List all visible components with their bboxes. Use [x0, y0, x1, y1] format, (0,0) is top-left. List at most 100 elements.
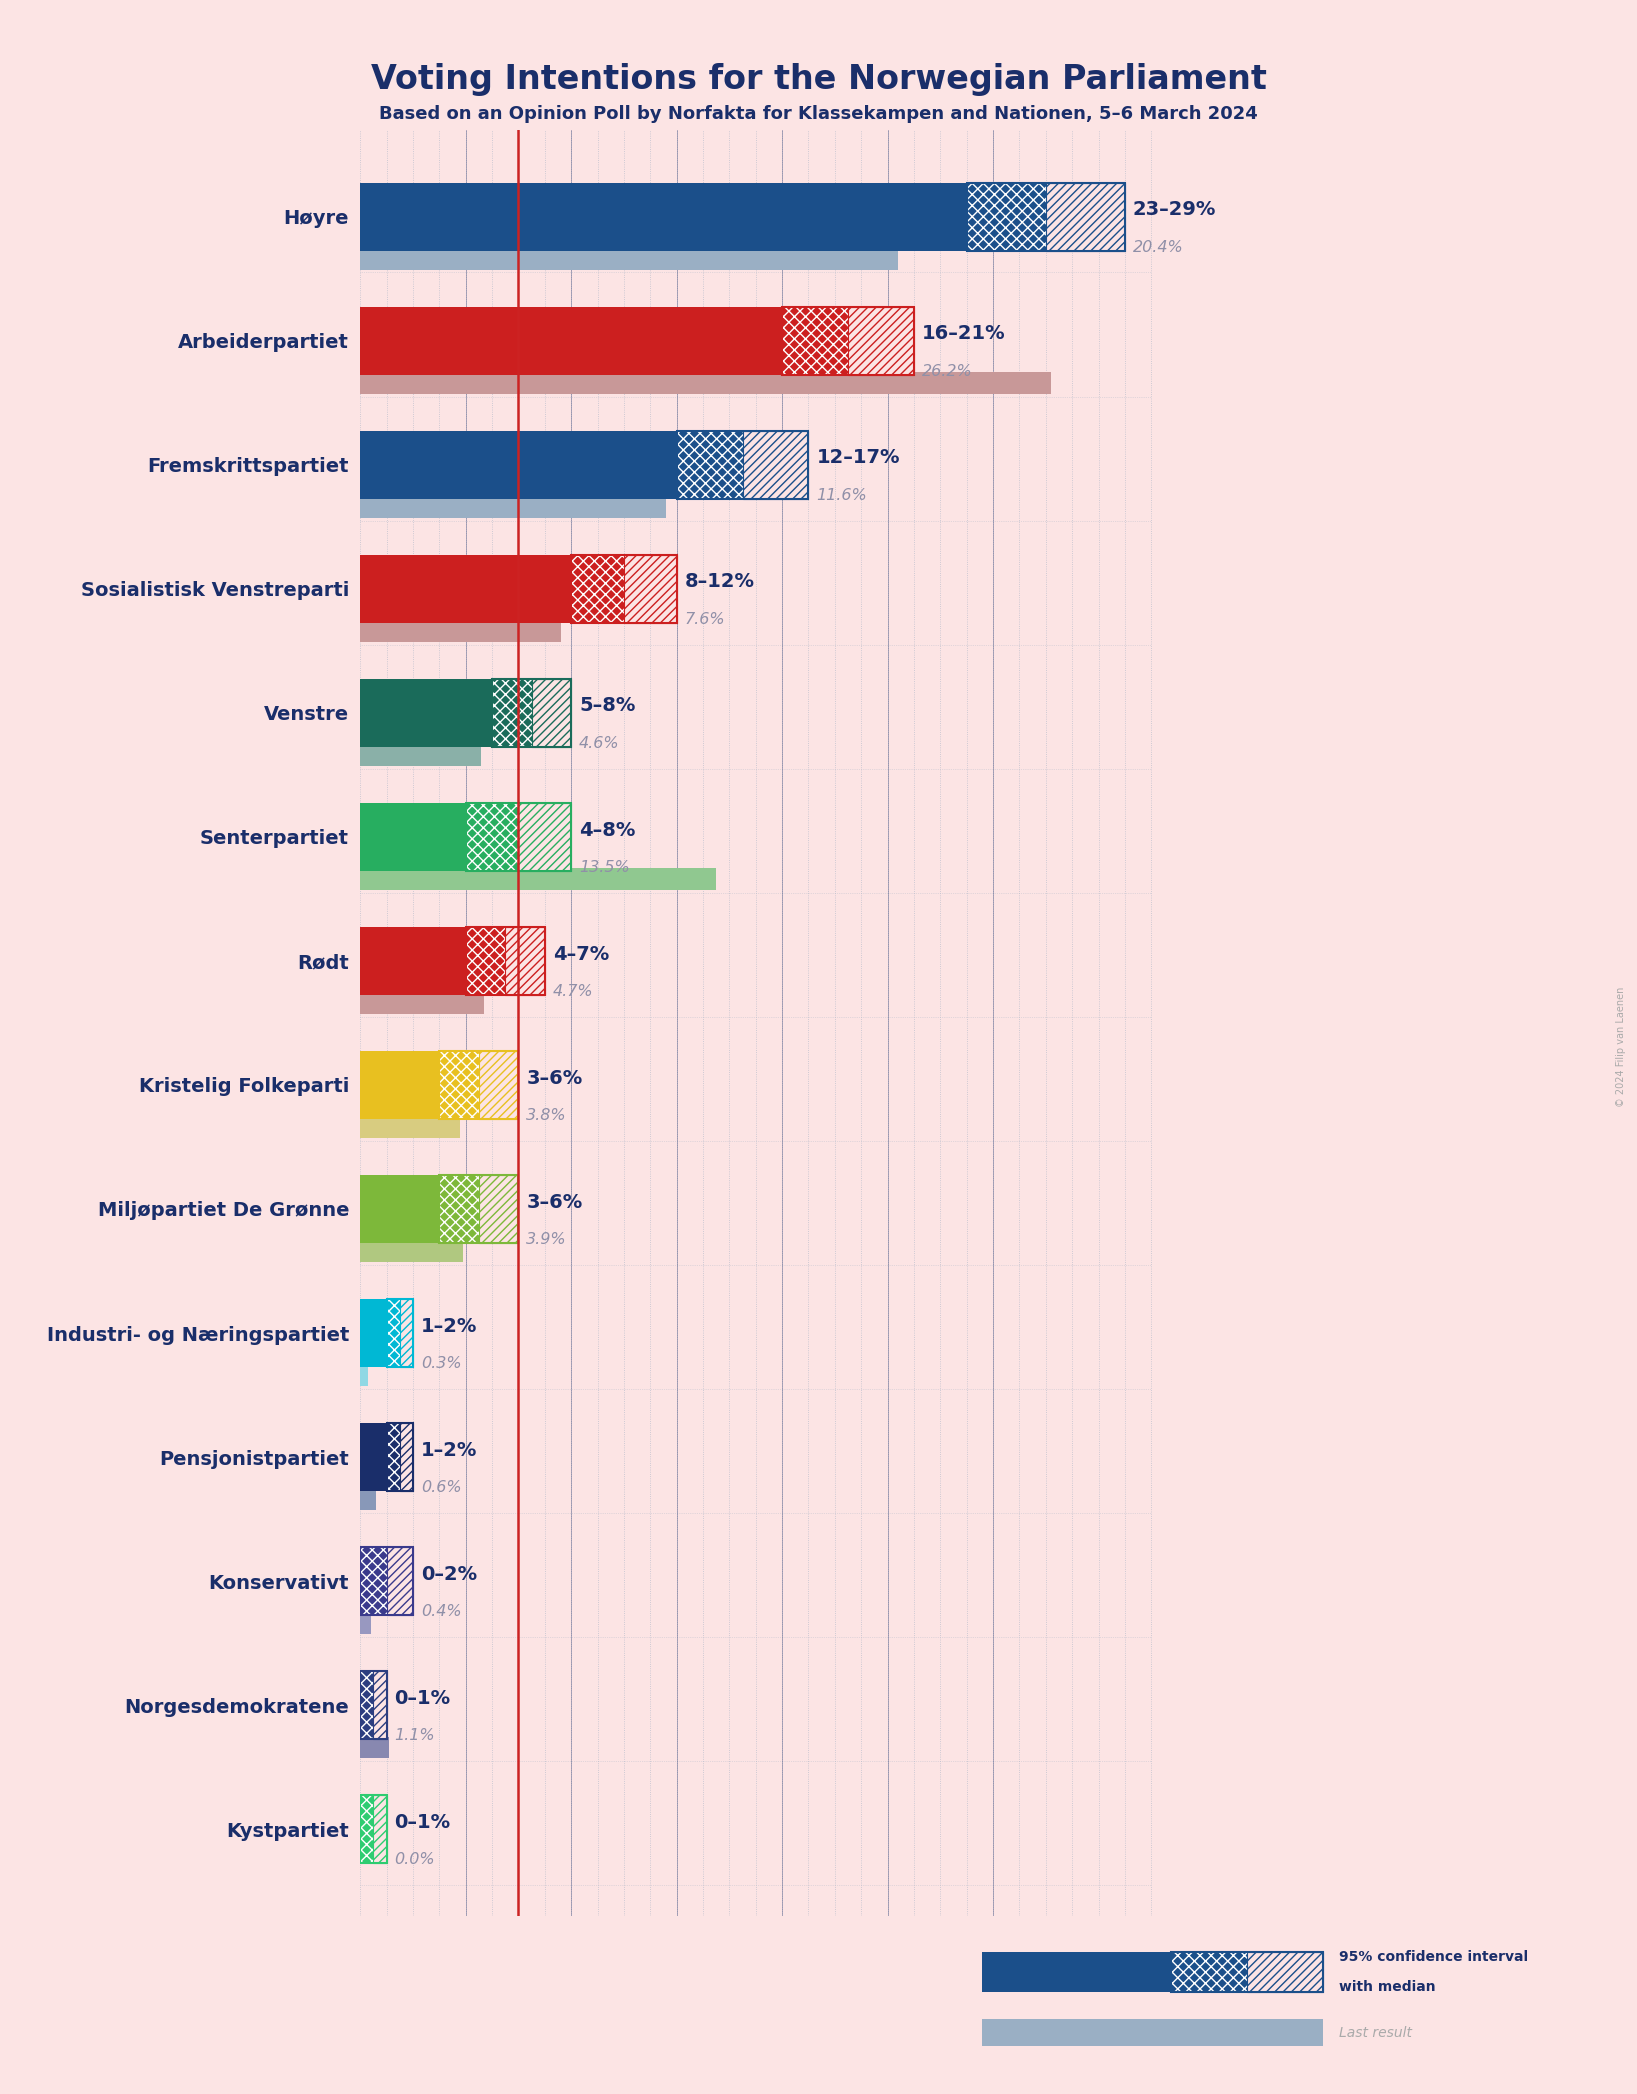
- Text: 1–2%: 1–2%: [421, 1317, 476, 1336]
- Bar: [465, 928, 506, 995]
- Text: 0–1%: 0–1%: [395, 1813, 450, 1832]
- Text: 3–6%: 3–6%: [525, 1194, 583, 1212]
- Text: 3.9%: 3.9%: [525, 1231, 566, 1248]
- Text: 12–17%: 12–17%: [817, 448, 900, 467]
- Bar: [386, 1298, 399, 1367]
- Text: 0.3%: 0.3%: [421, 1357, 462, 1372]
- Bar: [360, 993, 485, 1013]
- Bar: [360, 1116, 460, 1139]
- Text: 1.1%: 1.1%: [395, 1728, 435, 1744]
- Bar: [439, 1175, 519, 1244]
- Bar: [624, 555, 676, 622]
- Bar: [676, 431, 809, 498]
- Bar: [360, 431, 676, 498]
- Bar: [360, 620, 560, 643]
- Bar: [982, 1952, 1170, 1991]
- Bar: [1247, 1952, 1323, 1991]
- Bar: [571, 555, 624, 622]
- Bar: [386, 1547, 413, 1614]
- Bar: [967, 182, 1125, 251]
- Bar: [465, 802, 519, 871]
- Text: 13.5%: 13.5%: [579, 861, 630, 875]
- Text: 8–12%: 8–12%: [684, 572, 755, 591]
- Text: 23–29%: 23–29%: [1133, 201, 1216, 220]
- Text: 7.6%: 7.6%: [684, 611, 725, 626]
- Bar: [360, 1240, 463, 1263]
- Bar: [571, 555, 676, 622]
- Bar: [782, 306, 913, 375]
- Bar: [399, 1298, 413, 1367]
- Bar: [676, 431, 743, 498]
- Bar: [360, 1489, 377, 1510]
- Text: 95% confidence interval: 95% confidence interval: [1339, 1950, 1527, 1964]
- Bar: [386, 1424, 413, 1491]
- Bar: [848, 306, 913, 375]
- Bar: [519, 802, 571, 871]
- Bar: [386, 1298, 413, 1367]
- Bar: [532, 678, 571, 748]
- Text: 0.0%: 0.0%: [395, 1853, 435, 1868]
- Bar: [465, 928, 545, 995]
- Bar: [360, 1736, 390, 1759]
- Text: 0–2%: 0–2%: [421, 1564, 476, 1583]
- Bar: [373, 1671, 386, 1740]
- Text: 0.4%: 0.4%: [421, 1604, 462, 1619]
- Bar: [478, 1175, 519, 1244]
- Bar: [360, 1051, 439, 1118]
- Text: 3–6%: 3–6%: [525, 1068, 583, 1087]
- Text: 4–8%: 4–8%: [579, 821, 635, 840]
- Bar: [360, 182, 967, 251]
- Bar: [399, 1424, 413, 1491]
- Text: 16–21%: 16–21%: [922, 325, 1005, 343]
- Bar: [1170, 1952, 1323, 1991]
- Bar: [360, 1795, 373, 1864]
- Bar: [360, 247, 899, 270]
- Bar: [360, 802, 465, 871]
- Text: 3.8%: 3.8%: [525, 1108, 566, 1122]
- Text: 0–1%: 0–1%: [395, 1690, 450, 1709]
- Bar: [360, 306, 782, 375]
- Bar: [478, 1051, 519, 1118]
- Text: Voting Intentions for the Norwegian Parliament: Voting Intentions for the Norwegian Parl…: [370, 63, 1267, 96]
- Text: 1–2%: 1–2%: [421, 1441, 476, 1460]
- Bar: [360, 1547, 413, 1614]
- Bar: [360, 1298, 386, 1367]
- Bar: [360, 373, 1051, 394]
- Text: 5–8%: 5–8%: [579, 697, 635, 716]
- Bar: [967, 182, 1046, 251]
- Bar: [360, 1795, 386, 1864]
- Bar: [360, 1547, 386, 1614]
- Text: 4.7%: 4.7%: [553, 984, 593, 999]
- Text: 20.4%: 20.4%: [1133, 241, 1184, 255]
- Text: 0.6%: 0.6%: [421, 1480, 462, 1495]
- Bar: [982, 2019, 1323, 2046]
- Bar: [360, 869, 717, 890]
- Text: 11.6%: 11.6%: [817, 488, 868, 503]
- Bar: [439, 1175, 478, 1244]
- Bar: [1170, 1952, 1247, 1991]
- Bar: [493, 678, 571, 748]
- Text: 4–7%: 4–7%: [553, 944, 609, 963]
- Bar: [360, 1175, 439, 1244]
- Text: with median: with median: [1339, 1981, 1436, 1993]
- Bar: [360, 1671, 373, 1740]
- Bar: [506, 928, 545, 995]
- Bar: [1046, 182, 1125, 251]
- Bar: [360, 1365, 368, 1386]
- Bar: [360, 928, 465, 995]
- Text: 4.6%: 4.6%: [579, 735, 620, 752]
- Text: © 2024 Filip van Laenen: © 2024 Filip van Laenen: [1616, 986, 1626, 1108]
- Bar: [373, 1795, 386, 1864]
- Bar: [782, 306, 848, 375]
- Bar: [439, 1051, 519, 1118]
- Bar: [465, 802, 571, 871]
- Bar: [360, 1424, 386, 1491]
- Bar: [360, 743, 481, 766]
- Bar: [493, 678, 532, 748]
- Bar: [360, 1671, 386, 1740]
- Bar: [439, 1051, 478, 1118]
- Text: Based on an Opinion Poll by Norfakta for Klassekampen and Nationen, 5–6 March 20: Based on an Opinion Poll by Norfakta for…: [380, 105, 1257, 124]
- Text: Last result: Last result: [1339, 2025, 1411, 2040]
- Bar: [386, 1424, 399, 1491]
- Bar: [360, 1612, 370, 1633]
